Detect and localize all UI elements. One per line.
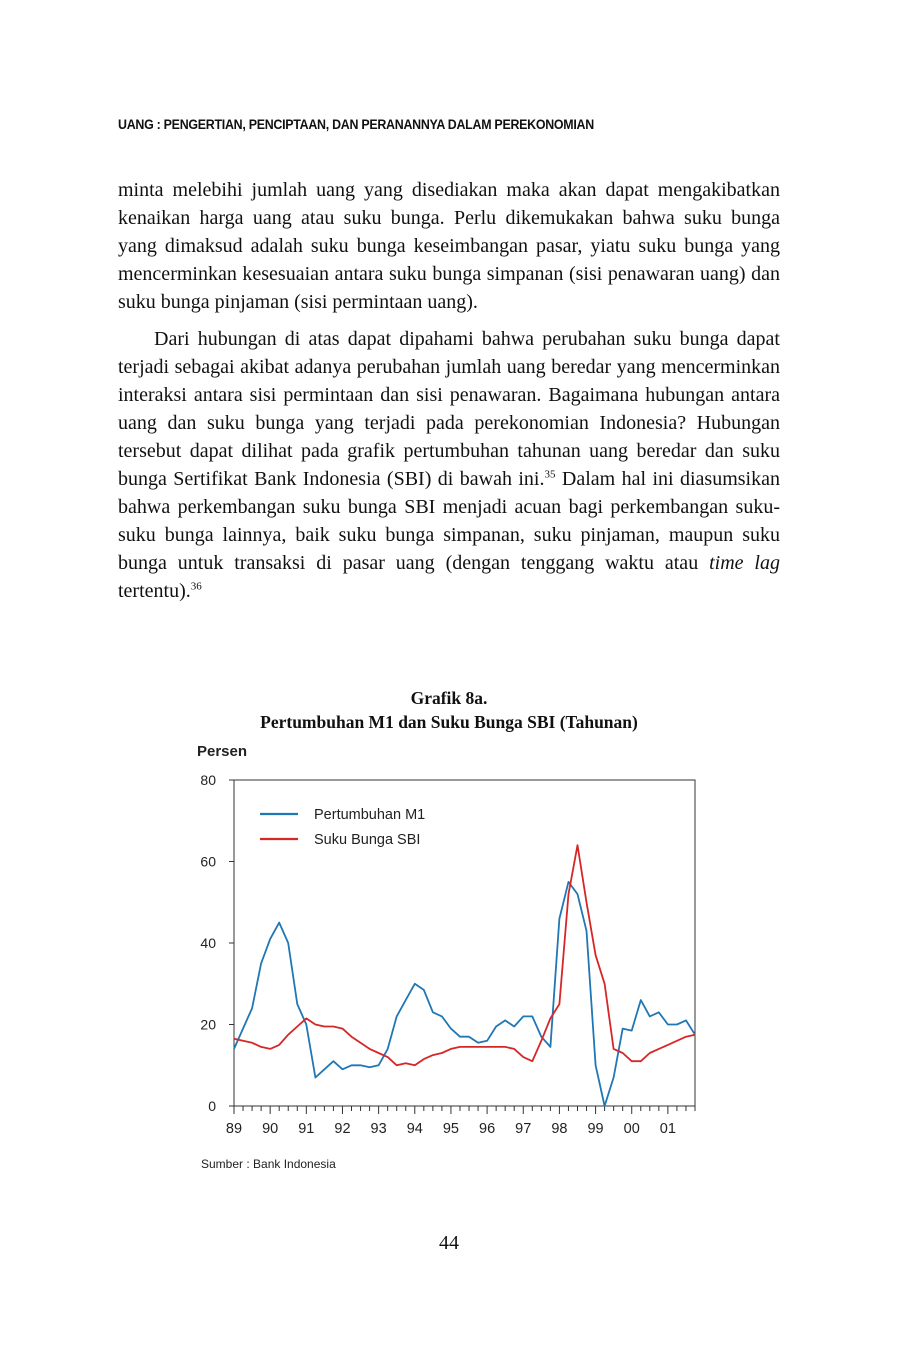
footnote-ref-36[interactable]: 36 [190,580,202,593]
x-tick-label: 00 [624,1121,640,1137]
paragraph-2-part-2: Dalam hal ini diasumsikan bahwa perkemba… [118,468,780,574]
series-line-sbi [233,844,696,1067]
y-tick-label: 0 [208,1098,216,1114]
paragraph-1: minta melebihi jumlah uang yang disediak… [118,179,780,313]
x-tick-label: 01 [660,1121,676,1137]
x-tick-label: 95 [443,1121,459,1137]
paragraph-2-part-1: Dari hubungan di atas dapat dipahami bah… [118,328,780,490]
x-tick-label: 99 [587,1121,603,1137]
y-tick-label: 20 [200,1017,216,1033]
paragraph-2: Dari hubungan di atas dapat dipahami bah… [118,325,780,605]
figure-label: Grafik 8a. [410,688,488,708]
italic-term: time lag [709,552,780,574]
footnote-ref-35[interactable]: 35 [544,468,556,481]
y-axis-label: Persen [197,743,247,760]
y-tick-label: 40 [200,935,216,951]
figure-source: Sumber : Bank Indonesia [201,1157,336,1171]
x-tick-label: 98 [551,1121,567,1137]
page-number: 44 [439,1232,459,1254]
series-line-m1 [233,880,696,1107]
x-tick-label: 96 [479,1121,495,1137]
plot-frame [233,779,696,1107]
x-tick-label: 93 [371,1121,387,1137]
x-tick-label: 90 [262,1121,278,1137]
legend-label: Suku Bunga SBI [314,832,420,848]
x-tick-label: 97 [515,1121,531,1137]
x-tick-label: 92 [334,1121,350,1137]
figure-title: Pertumbuhan M1 dan Suku Bunga SBI (Tahun… [260,712,638,732]
x-tick-label: 89 [226,1121,242,1137]
x-tick-label: 94 [407,1121,423,1137]
y-tick-label: 60 [200,854,216,870]
paragraph-2-part-3: tertentu). [118,580,191,602]
running-head: UANG : PENGERTIAN, PENCIPTAAN, DAN PERAN… [118,117,594,132]
line-chart: Persen 0 20 40 60 80 89 90 91 92 93 94 95 96 97 98 99 00 0… [197,743,696,1137]
x-tick-label: 91 [298,1121,314,1137]
y-tick-label: 80 [200,772,216,788]
legend-label: Pertumbuhan M1 [314,807,425,823]
